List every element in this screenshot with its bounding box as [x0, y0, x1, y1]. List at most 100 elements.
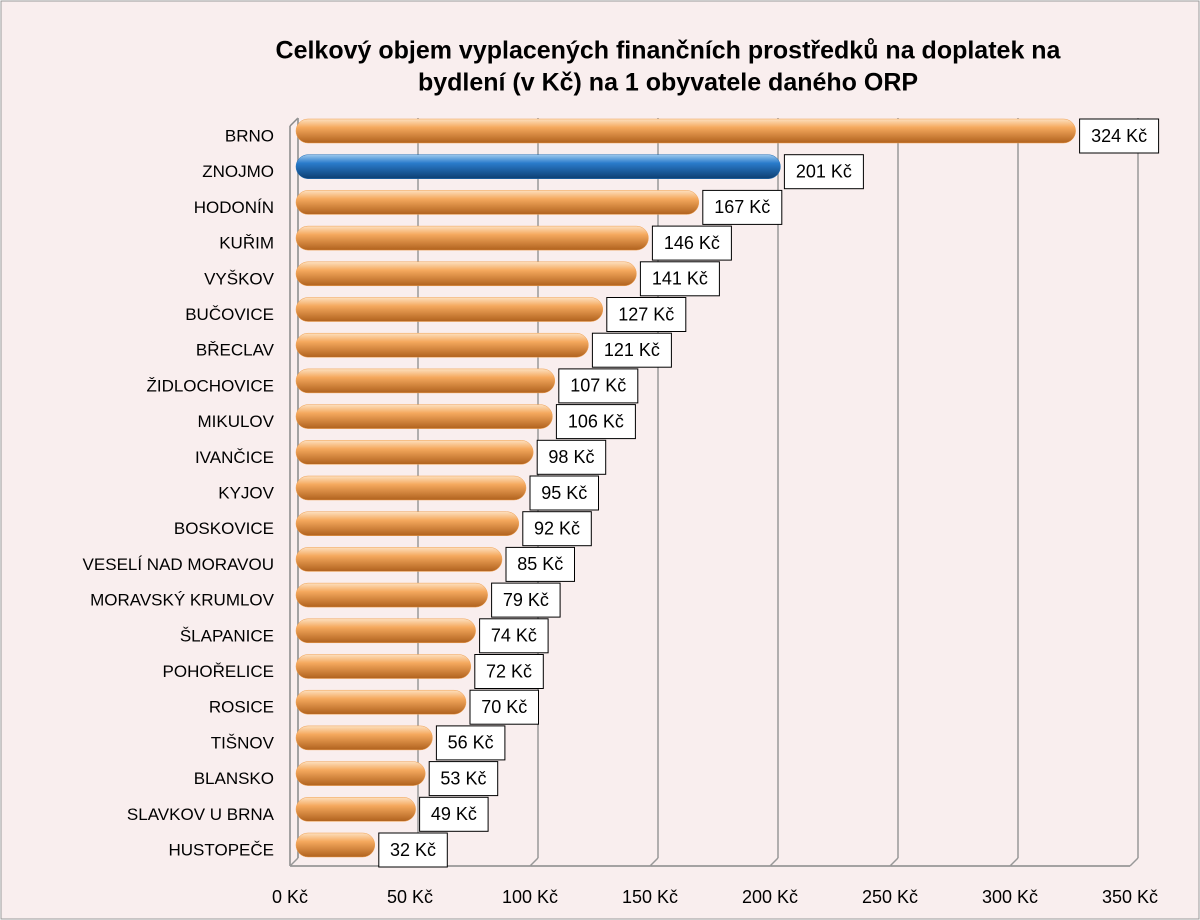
bar	[295, 618, 476, 644]
bar	[295, 797, 416, 822]
value-label: 85 Kč	[517, 554, 563, 574]
y-tick-label: ZNOJMO	[202, 162, 274, 181]
value-label-box	[555, 404, 636, 440]
value-label-box	[522, 511, 592, 547]
bar	[295, 547, 503, 572]
value-label-box	[783, 154, 864, 190]
y-tick-label: SLAVKOV U BRNA	[127, 805, 275, 824]
tick-mark	[649, 857, 659, 867]
value-label-box	[536, 439, 607, 475]
value-label: 98 Kč	[548, 447, 594, 467]
y-tick-label: MIKULOV	[197, 412, 274, 431]
x-tick-label: 250 Kč	[862, 887, 918, 907]
y-tick-label: TIŠNOV	[211, 733, 275, 752]
x-tick-label: 100 Kč	[502, 887, 558, 907]
tick-mark	[1129, 857, 1139, 867]
value-label-box	[428, 761, 499, 797]
y-tick-label: BOSKOVICE	[174, 519, 274, 538]
y-tick-label: KYJOV	[218, 483, 274, 502]
value-label: 92 Kč	[534, 518, 580, 538]
bar	[295, 225, 649, 251]
value-label-box	[435, 725, 506, 761]
y-tick-label: ŽIDLOCHOVICE	[146, 376, 274, 395]
bar	[295, 654, 472, 679]
tick-mark	[769, 857, 779, 867]
value-label: 70 Kč	[481, 697, 527, 717]
chart-title: Celkový objem vyplacených finančních pro…	[276, 37, 1062, 65]
x-tick-label: 150 Kč	[622, 887, 678, 907]
value-label: 32 Kč	[390, 840, 436, 860]
value-label: 121 Kč	[604, 340, 660, 360]
y-tick-label: MORAVSKÝ KRUMLOV	[90, 591, 275, 610]
y-tick-label: VYŠKOV	[204, 269, 275, 288]
value-label-box	[505, 546, 575, 582]
value-label-box	[491, 582, 561, 618]
y-tick-label: BLANSKO	[194, 769, 274, 788]
bar	[295, 475, 527, 501]
bar	[295, 261, 637, 287]
y-tick-label: HUSTOPEČE	[169, 840, 275, 859]
value-label: 53 Kč	[440, 768, 486, 788]
y-tick-label: BUČOVICE	[185, 305, 274, 324]
value-label-box	[591, 332, 672, 368]
x-tick-label: 50 Kč	[387, 887, 433, 907]
value-label: 56 Kč	[448, 733, 494, 753]
value-label: 72 Kč	[486, 661, 532, 681]
y-tick-label: BŘECLAV	[196, 341, 275, 360]
value-label: 127 Kč	[618, 304, 674, 324]
value-label: 49 Kč	[431, 804, 477, 824]
axis	[289, 117, 299, 127]
y-tick-label: IVANČICE	[195, 448, 274, 467]
chart-title: bydlení (v Kč) na 1 obyvatele daného ORP	[418, 69, 918, 97]
value-label: 74 Kč	[491, 626, 537, 646]
value-label: 141 Kč	[652, 269, 708, 289]
bar	[295, 582, 488, 608]
y-tick-label: POHOŘELICE	[163, 662, 274, 681]
bar	[295, 725, 433, 751]
bar	[295, 761, 426, 786]
tick-mark	[529, 857, 539, 867]
y-tick-label: ROSICE	[209, 698, 274, 717]
x-tick-label: 0 Kč	[272, 887, 308, 907]
bar	[295, 190, 700, 215]
tick-mark	[289, 857, 299, 867]
value-label-box	[474, 654, 544, 689]
bar	[295, 511, 520, 536]
value-label-box	[651, 225, 732, 261]
value-label-box	[1079, 118, 1160, 154]
value-label-box	[702, 189, 783, 225]
value-label: 167 Kč	[714, 197, 770, 217]
y-tick-label: VESELÍ NAD MORAVOU	[83, 555, 274, 574]
value-label: 107 Kč	[570, 376, 626, 396]
tick-mark	[1009, 857, 1019, 867]
y-tick-label: BRNO	[225, 126, 274, 145]
bar	[295, 368, 556, 394]
value-label: 106 Kč	[568, 411, 624, 431]
value-label: 324 Kč	[1091, 126, 1147, 146]
bar	[295, 118, 1076, 144]
y-tick-label: KUŘIM	[219, 234, 274, 253]
value-label-box	[419, 796, 489, 832]
bar	[295, 440, 534, 465]
y-tick-label: HODONÍN	[194, 198, 274, 217]
value-label-box	[479, 618, 549, 654]
value-label-box	[529, 475, 599, 511]
y-tick-label: ŠLAPANICE	[180, 626, 274, 645]
value-label-box	[558, 368, 639, 404]
value-label-box	[606, 297, 687, 332]
bar	[295, 404, 553, 429]
x-tick-label: 350 Kč	[1102, 887, 1158, 907]
value-label-box	[378, 832, 448, 868]
value-label: 95 Kč	[541, 483, 587, 503]
value-label: 146 Kč	[664, 233, 720, 253]
x-tick-label: 200 Kč	[742, 887, 798, 907]
bar	[295, 332, 589, 358]
bar	[295, 832, 376, 858]
tick-mark	[889, 857, 899, 867]
value-label: 79 Kč	[503, 590, 549, 610]
value-label: 201 Kč	[796, 161, 852, 181]
x-tick-label: 300 Kč	[982, 887, 1038, 907]
bar	[295, 689, 467, 715]
bar	[295, 297, 604, 322]
